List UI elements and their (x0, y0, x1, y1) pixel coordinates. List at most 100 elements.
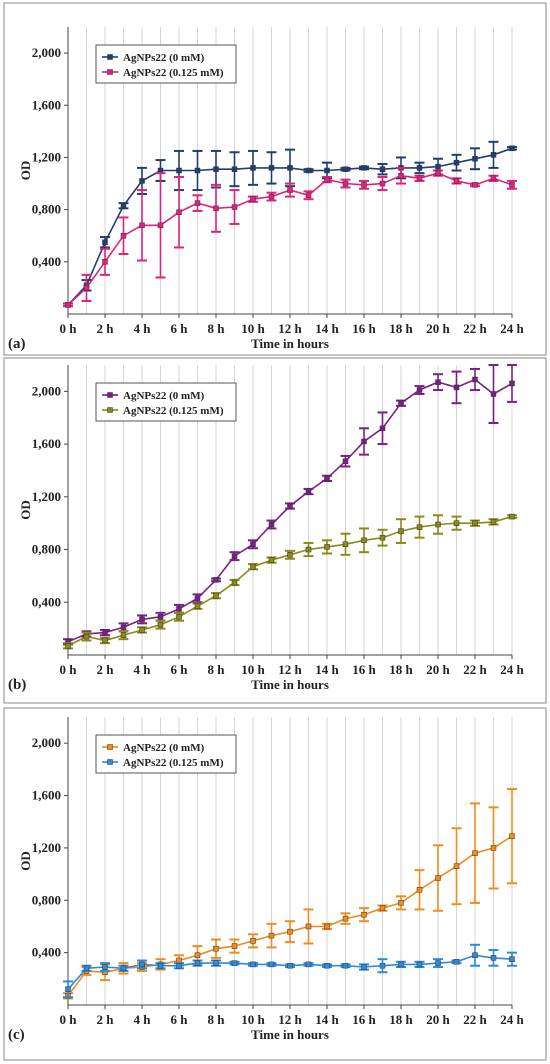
data-point (361, 165, 367, 171)
x-tick-label: 24 h (500, 662, 524, 677)
data-point (157, 962, 164, 969)
legend-swatch-marker (107, 407, 113, 413)
legend: AgNPs22 (0 mM) AgNPs22 (0.125 mM) (95, 734, 237, 774)
y-tick-label: 0,800 (32, 202, 61, 217)
legend-label: AgNPs22 (0.125 mM) (123, 67, 224, 79)
x-tick-label: 10 h (241, 1012, 265, 1027)
data-point (120, 965, 127, 972)
x-tick-label: 2 h (97, 662, 115, 677)
data-point (361, 911, 367, 918)
x-tick-label: 18 h (389, 662, 413, 677)
legend-label: AgNPs22 (0 mM) (123, 742, 205, 754)
panel-frame (3, 2, 547, 356)
x-tick-label: 14 h (315, 1012, 339, 1027)
data-point (342, 962, 349, 969)
series-2 (63, 943, 517, 999)
y-axis-label: OD (18, 500, 33, 520)
data-point (453, 520, 460, 526)
data-point (472, 182, 478, 188)
data-point (287, 165, 293, 171)
data-point (379, 166, 386, 172)
data-point (287, 552, 293, 558)
data-point (139, 222, 145, 229)
legend-box (95, 734, 237, 774)
panels: 0,400 0,800 1,200 1,600 2,000 0 h 2 h 4 h 6 h 8 h… (3, 2, 547, 1061)
data-point (435, 960, 441, 966)
data-point (453, 959, 460, 965)
data-point (509, 513, 515, 520)
data-point (102, 629, 108, 636)
data-point (139, 627, 145, 633)
data-point (268, 165, 275, 171)
y-axis-label: OD (18, 851, 33, 871)
data-point (268, 521, 275, 528)
y-tick-label: 0,400 (32, 254, 61, 269)
legend: AgNPs22 (0 mM) AgNPs22 (0.125 mM) (95, 44, 237, 84)
legend-swatch-marker (107, 54, 113, 60)
panel-frame (3, 707, 547, 1061)
data-point (213, 205, 219, 212)
data-point (120, 632, 127, 638)
x-tick-label: 22 h (463, 321, 487, 336)
data-point (65, 302, 71, 308)
data-point (157, 614, 164, 620)
data-point (287, 187, 293, 193)
legend-item-2: AgNPs22 (0.125 mM) (102, 405, 224, 417)
data-point (194, 952, 201, 959)
data-point (490, 845, 497, 851)
data-point (194, 167, 201, 174)
data-point (305, 546, 312, 553)
legend-label: AgNPs22 (0.125 mM) (123, 757, 224, 769)
data-point (379, 962, 386, 969)
legend-item-1: AgNPs22 (0 mM) (102, 390, 205, 402)
data-point (416, 175, 423, 182)
data-point (120, 202, 127, 209)
data-point (509, 182, 515, 188)
x-tick-label: 2 h (97, 1012, 115, 1027)
x-tick-label: 0 h (60, 1012, 78, 1027)
data-point (509, 956, 515, 962)
legend-label: AgNPs22 (0 mM) (123, 52, 205, 64)
x-tick-label: 18 h (389, 321, 413, 336)
data-point (472, 952, 478, 959)
data-point (231, 553, 238, 559)
x-tick-label: 12 h (278, 321, 302, 336)
data-point (120, 624, 127, 631)
data-point (416, 961, 423, 968)
data-point (398, 961, 404, 968)
data-point (268, 193, 275, 200)
data-point (213, 577, 219, 583)
x-tick-label: 10 h (241, 321, 265, 336)
legend-swatch-marker (107, 744, 113, 750)
data-point (139, 616, 145, 623)
chart-panel-a: 0,400 0,800 1,200 1,600 2,000 0 h 2 h 4 h 6 h 8 h… (3, 2, 547, 356)
data-point (342, 541, 349, 548)
data-point (250, 938, 256, 944)
x-tick-label: 4 h (134, 662, 152, 677)
legend-item-1: AgNPs22 (0 mM) (102, 52, 205, 64)
data-point (287, 962, 293, 969)
legend-item-2: AgNPs22 (0.125 mM) (102, 67, 224, 79)
x-tick-label: 8 h (208, 1012, 226, 1027)
legend-swatch-marker (107, 69, 113, 75)
legend-item-1: AgNPs22 (0 mM) (102, 742, 205, 754)
data-point (176, 209, 182, 215)
y-tick-label: 1,600 (32, 97, 61, 112)
data-point (324, 544, 330, 550)
data-point (157, 621, 164, 628)
x-tick-label: 0 h (60, 662, 78, 677)
data-point (416, 887, 423, 893)
data-point (287, 928, 293, 935)
chart-panel-c: 0,400 0,800 1,200 1,600 2,000 0 h 2 h 4 h 6 h 8 h… (3, 707, 547, 1061)
data-point (509, 380, 515, 387)
data-point (490, 391, 497, 397)
legend-box (95, 44, 237, 84)
data-point (435, 875, 441, 881)
data-point (342, 915, 349, 922)
x-tick-label: 22 h (463, 1012, 487, 1027)
data-point (435, 379, 441, 385)
x-tick-label: 16 h (352, 321, 376, 336)
data-point (472, 376, 478, 383)
data-point (157, 222, 164, 229)
